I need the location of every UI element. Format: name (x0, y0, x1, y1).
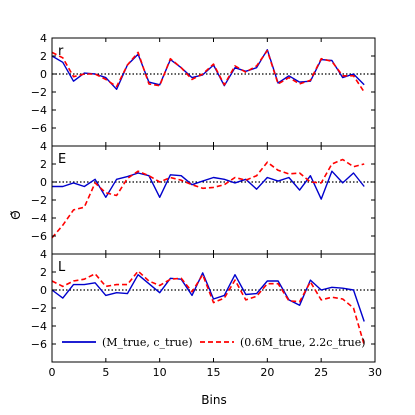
y-tick-label: 0 (40, 68, 47, 81)
panel-label: r (58, 44, 64, 59)
legend-label: (0.6M_true, 2.2c_true) (240, 336, 366, 349)
panel-e: 4 2 0 −2 −4 −6 E (31, 140, 376, 255)
x-tick-label: 10 (153, 366, 167, 379)
panel-frame (51, 145, 376, 255)
y-tick-label: −2 (31, 86, 47, 99)
y-tick-label: −4 (31, 104, 47, 117)
y-tick-label: 4 (40, 248, 47, 261)
panel-label: E (58, 152, 66, 167)
x-tick-label: 5 (102, 366, 109, 379)
y-tick-label: −4 (31, 320, 47, 333)
legend-label: (M_true, c_true) (102, 336, 193, 349)
panel-l: 4 2 0 −2 −4 −6 L (31, 248, 376, 363)
y-tick-label: −6 (31, 338, 47, 351)
y-tick-label: 0 (40, 176, 47, 189)
y-tick-label: −6 (31, 122, 47, 135)
legend: (M_true, c_true) (0.6M_true, 2.2c_true) (62, 336, 366, 349)
x-axis-title: Bins (201, 393, 226, 407)
x-tick-label: 20 (260, 366, 274, 379)
y-tick-label: −2 (31, 302, 47, 315)
series-line-scaled (51, 270, 365, 346)
panel-frame (51, 37, 376, 147)
y-tick-label: 2 (40, 158, 47, 171)
y-tick-label: 2 (40, 50, 47, 63)
panel-label: L (58, 260, 66, 275)
series-line-true (51, 272, 365, 322)
x-tick-label: 0 (49, 366, 56, 379)
y-tick-label: −4 (31, 212, 47, 225)
y-axis-title: Θ̃ (9, 210, 23, 219)
y-tick-label: 2 (40, 266, 47, 279)
y-tick-label: 4 (40, 32, 47, 45)
y-tick-label: 4 (40, 140, 47, 153)
series-line-scaled (51, 158, 365, 239)
series-line-scaled (51, 49, 365, 93)
y-tick-label: 0 (40, 284, 47, 297)
panel-r: 4 2 0 −2 −4 −6 r (31, 32, 376, 147)
x-tick-label: 30 (368, 366, 382, 379)
y-tick-label: −6 (31, 230, 47, 243)
y-tick-label: −2 (31, 194, 47, 207)
x-tick-label: 25 (314, 366, 328, 379)
series-line-true (52, 170, 365, 200)
x-tick-label: 15 (207, 366, 221, 379)
